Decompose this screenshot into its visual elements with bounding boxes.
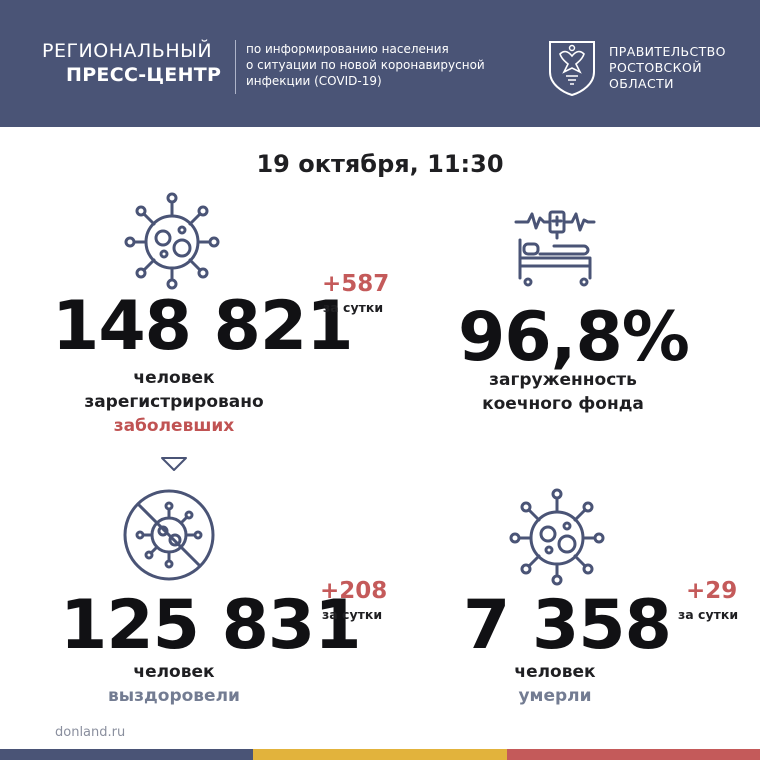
header-description-line: о ситуации по новой коронавирусной xyxy=(246,58,485,72)
recovered-delta-caption: за сутки xyxy=(322,607,383,622)
recovered-label-line: человек xyxy=(133,662,215,682)
virus-icon xyxy=(124,192,220,290)
deaths-total: 7 358 xyxy=(463,586,672,665)
infected-label-highlight: заболевших xyxy=(113,416,235,436)
infected-delta-caption: за сутки xyxy=(323,300,384,315)
header-divider xyxy=(235,40,236,94)
infected-label-line: человек xyxy=(133,368,215,388)
crossed-virus-icon xyxy=(123,489,215,581)
header-description-line: инфекции (COVID-19) xyxy=(246,74,382,88)
recovered-delta: +208 xyxy=(320,578,388,604)
deaths-delta-caption: за сутки xyxy=(678,607,739,622)
infected-delta: +587 xyxy=(322,271,390,297)
footer-stripe-blue xyxy=(0,749,253,760)
recovered-label-highlight: выздоровели xyxy=(108,686,240,706)
deaths-delta: +29 xyxy=(686,578,738,604)
deaths-label-highlight: умерли xyxy=(518,686,592,706)
brand-title-line1: РЕГИОНАЛЬНЫЙ xyxy=(42,40,213,62)
coat-of-arms-icon xyxy=(549,41,595,96)
header-banner: РЕГИОНАЛЬНЫЙ ПРЕСС-ЦЕНТР по информирован… xyxy=(0,0,760,127)
header-description: по информированию населения о ситуации п… xyxy=(246,41,516,89)
government-name-line: РОСТОВСКОЙ xyxy=(609,60,702,75)
footer-stripe-yellow xyxy=(253,749,507,760)
infected-label-line: зарегистрировано xyxy=(84,392,264,412)
government-name-line: ОБЛАСТИ xyxy=(609,76,674,91)
brand-title-line2: ПРЕСС-ЦЕНТР xyxy=(66,64,222,86)
government-name: ПРАВИТЕЛЬСТВО РОСТОВСКОЙ ОБЛАСТИ xyxy=(609,44,726,92)
website-link[interactable]: donland.ru xyxy=(55,725,126,740)
recovered-total: 125 831 xyxy=(60,586,362,665)
header-description-line: по информированию населения xyxy=(246,42,449,56)
government-name-line: ПРАВИТЕЛЬСТВО xyxy=(609,44,726,59)
report-date: 19 октября, 11:30 xyxy=(256,150,504,178)
deaths-label-line: человек xyxy=(514,662,596,682)
infected-total: 148 821 xyxy=(52,287,354,366)
hospital-bed-icon xyxy=(514,210,596,287)
virus-icon xyxy=(509,488,605,586)
bed-label-line: коечного фонда xyxy=(482,394,644,414)
triangle-down-icon xyxy=(161,457,187,471)
footer-stripe-red xyxy=(507,749,760,760)
bed-label-line: загруженность xyxy=(489,370,637,390)
bed-occupancy: 96,8% xyxy=(458,298,690,377)
